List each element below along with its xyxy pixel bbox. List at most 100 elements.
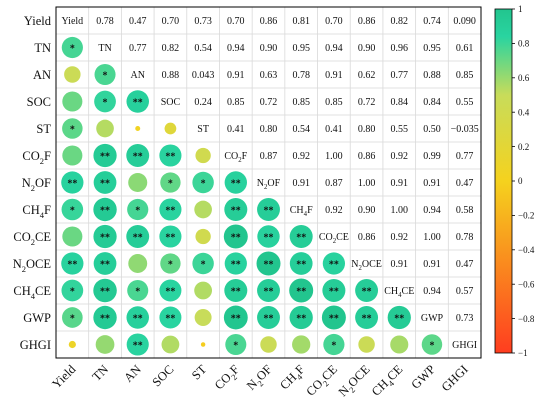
correlation-circle xyxy=(390,335,409,354)
x-axis-label: TN xyxy=(89,362,111,384)
significance-marker: ** xyxy=(133,233,143,244)
y-axis-label: TN xyxy=(34,41,51,55)
significance-marker: ** xyxy=(165,314,175,325)
correlation-circle xyxy=(159,225,182,248)
correlation-circle xyxy=(93,143,117,168)
x-axis-label: Yield xyxy=(49,362,79,392)
significance-marker: ** xyxy=(296,233,306,244)
correlation-value: 0.78 xyxy=(292,70,310,81)
correlation-circle xyxy=(224,197,248,222)
correlation-value: 0.70 xyxy=(325,16,343,27)
significance-marker: ** xyxy=(329,287,339,298)
significance-marker: * xyxy=(70,44,75,55)
significance-marker: ** xyxy=(100,206,110,217)
x-axis-label: GWP xyxy=(409,362,439,392)
correlation-circle xyxy=(93,171,117,194)
significance-marker: ** xyxy=(264,314,274,325)
x-axis-label: N2OCE xyxy=(336,362,375,401)
correlation-value: 0.91 xyxy=(391,178,409,189)
correlation-circle xyxy=(194,200,212,219)
correlation-circle xyxy=(355,279,379,302)
significance-marker: * xyxy=(103,71,108,82)
correlation-circle xyxy=(256,251,281,276)
colorbar-tick-label: 0.4 xyxy=(518,107,530,117)
correlation-circle xyxy=(61,171,84,194)
y-axis-label: CH4CE xyxy=(13,284,51,301)
significance-marker: ** xyxy=(67,179,77,190)
correlation-value: 0.99 xyxy=(423,151,441,162)
correlation-circle xyxy=(62,91,83,112)
correlation-value: 0.85 xyxy=(325,97,343,108)
significance-marker: ** xyxy=(264,287,274,298)
correlation-value: 0.55 xyxy=(391,124,409,135)
significance-marker: ** xyxy=(231,233,241,244)
significance-marker: ** xyxy=(100,152,110,163)
correlation-value: 0.47 xyxy=(456,178,474,189)
correlation-circle xyxy=(93,197,117,222)
correlation-value: 0.78 xyxy=(456,232,474,243)
correlation-circle xyxy=(126,144,150,167)
correlation-value: 0.62 xyxy=(358,70,376,81)
colorbar-tick-label: −0.6 xyxy=(518,279,535,289)
correlation-circle xyxy=(93,224,117,249)
significance-marker: ** xyxy=(100,179,110,190)
significance-marker: ** xyxy=(264,206,274,217)
significance-marker: ** xyxy=(100,233,110,244)
correlation-value: 0.47 xyxy=(456,259,474,270)
significance-marker: * xyxy=(429,341,434,352)
colorbar-tick-label: −0.8 xyxy=(518,314,535,324)
correlation-circle xyxy=(61,279,84,302)
correlation-value: 0.94 xyxy=(325,43,343,54)
significance-marker: ** xyxy=(133,314,143,325)
significance-marker: * xyxy=(103,98,108,109)
correlation-circle xyxy=(260,336,277,353)
correlation-circle xyxy=(93,252,117,275)
correlation-circle xyxy=(223,224,248,249)
significance-marker: * xyxy=(70,125,75,136)
correlation-circle xyxy=(127,198,149,221)
y-axis-label: GHGI xyxy=(20,338,51,352)
significance-marker: * xyxy=(168,260,173,271)
correlation-value: 0.73 xyxy=(456,313,474,324)
correlation-value: 0.41 xyxy=(227,124,245,135)
correlation-circle xyxy=(95,335,115,354)
correlation-value: 0.81 xyxy=(292,16,310,27)
correlation-circle xyxy=(192,252,214,275)
significance-marker: ** xyxy=(231,206,241,217)
correlation-circle xyxy=(126,333,149,356)
diagonal-label: SOC xyxy=(161,97,181,108)
correlation-value: 0.92 xyxy=(325,205,343,216)
correlation-circle xyxy=(200,342,206,347)
x-axis-label: AN xyxy=(121,362,144,385)
y-axis-label: AN xyxy=(33,68,51,82)
correlation-value: 0.88 xyxy=(162,70,180,81)
colorbar-tick-label: −1 xyxy=(518,348,528,358)
colorbar-tick-label: −0.2 xyxy=(518,211,534,221)
correlation-value: 0.92 xyxy=(391,232,409,243)
significance-marker: ** xyxy=(264,260,274,271)
correlation-circle xyxy=(62,118,83,139)
correlation-value: 0.96 xyxy=(391,43,409,54)
x-axis-label: CH4CE xyxy=(369,362,408,401)
correlation-value: 0.91 xyxy=(227,70,245,81)
correlation-value: 0.54 xyxy=(292,124,310,135)
significance-marker: ** xyxy=(362,314,372,325)
correlation-value: 0.84 xyxy=(423,97,441,108)
diagonal-label: Yield xyxy=(62,16,84,27)
correlation-circle xyxy=(257,225,280,248)
correlation-circle xyxy=(128,254,148,273)
correlation-value: 0.90 xyxy=(358,205,376,216)
correlation-circle xyxy=(224,171,247,194)
y-axis-label: SOC xyxy=(27,95,51,109)
significance-marker: * xyxy=(331,341,336,352)
diagonal-label: GHGI xyxy=(452,340,477,351)
significance-marker: ** xyxy=(165,233,175,244)
significance-marker: ** xyxy=(133,98,143,109)
diagonal-label: GWP xyxy=(421,313,444,324)
correlation-circle xyxy=(62,307,83,328)
correlation-value: 0.41 xyxy=(325,124,343,135)
correlation-value: 0.84 xyxy=(391,97,409,108)
correlation-circle xyxy=(135,126,141,131)
significance-marker: * xyxy=(135,206,140,217)
